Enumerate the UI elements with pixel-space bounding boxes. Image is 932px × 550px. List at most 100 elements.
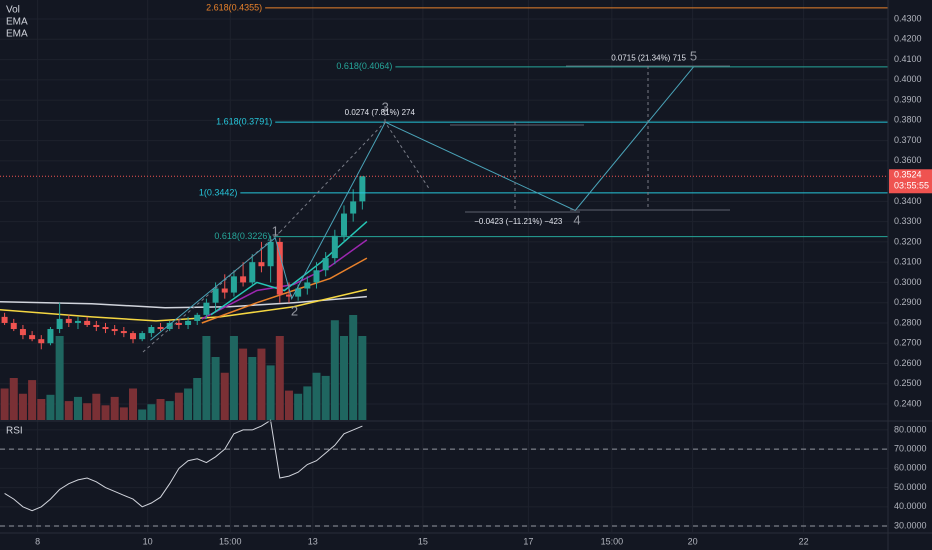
candle-body <box>341 213 348 236</box>
volume-bar <box>211 357 220 420</box>
volume-bar <box>73 396 82 420</box>
candle-body <box>120 331 127 334</box>
ema-line <box>201 239 368 320</box>
y-tick-label: 0.3400 <box>894 196 922 206</box>
y-tick-label: 0.4100 <box>894 54 922 64</box>
fib-label: 0.618(0.4064) <box>336 61 392 71</box>
candle-body <box>313 270 320 283</box>
candle-body <box>47 329 54 344</box>
candle-body <box>304 282 311 289</box>
candle-body <box>331 235 338 259</box>
volume-bar <box>229 336 238 420</box>
volume-bar <box>340 336 349 420</box>
candle-body <box>194 314 201 321</box>
rsi-tick-label: 30.0000 <box>894 520 927 530</box>
wave-label: 1 <box>272 223 279 238</box>
volume-bar <box>330 320 339 420</box>
candle-body <box>203 302 210 315</box>
candle-body <box>240 276 247 283</box>
legend-item: EMA <box>6 29 28 40</box>
y-tick-label: 0.2400 <box>894 398 922 408</box>
volume-bar <box>312 372 321 420</box>
candle-body <box>230 276 237 293</box>
candle-body <box>148 327 155 334</box>
volume-bar <box>83 403 92 420</box>
legend-item: EMA <box>6 17 28 28</box>
annotation: 0.0715 (21.34%) 715 <box>611 53 686 62</box>
candle-body <box>221 288 228 293</box>
candle-body <box>166 322 173 330</box>
volume-bar <box>202 336 211 420</box>
candle-body <box>139 333 146 340</box>
volume-bar <box>129 388 138 420</box>
rsi-tick-label: 60.0000 <box>894 463 927 473</box>
candle-body <box>84 320 91 325</box>
volume-bar <box>18 393 27 420</box>
fib-label: 1.618(0.3791) <box>216 117 272 127</box>
x-tick-label: 15:00 <box>601 536 624 546</box>
annotation: 0.0274 (7.81%) 274 <box>345 108 416 117</box>
volume-bar <box>193 378 202 420</box>
price-tag <box>889 169 932 194</box>
candle-body <box>74 320 81 323</box>
volume-bar <box>46 394 55 420</box>
x-tick-label: 15 <box>418 536 428 546</box>
volume-bar <box>303 386 312 420</box>
candle-body <box>285 294 292 297</box>
volume-bar <box>110 396 119 420</box>
y-tick-label: 0.4200 <box>894 34 922 44</box>
volume-bar <box>349 315 358 420</box>
y-tick-label: 0.3900 <box>894 94 922 104</box>
wave-label: 2 <box>291 303 298 318</box>
rsi-line <box>4 419 363 512</box>
y-tick-label: 0.4000 <box>894 74 922 84</box>
x-tick-label: 8 <box>35 536 40 546</box>
y-tick-label: 0.2600 <box>894 358 922 368</box>
candle-body <box>185 320 192 325</box>
volume-bar <box>184 388 193 420</box>
volume-bar <box>266 365 275 420</box>
wave-label: 5 <box>690 48 697 63</box>
candle-body <box>359 176 366 202</box>
y-tick-label: 0.3800 <box>894 115 922 125</box>
y-tick-label: 0.3300 <box>894 216 922 226</box>
volume-bar <box>55 336 64 420</box>
volume-bar <box>358 336 367 420</box>
pane-title: RSI <box>6 426 23 437</box>
volume-bar <box>138 409 147 420</box>
elliott-wave <box>150 66 694 341</box>
rsi-tick-label: 50.0000 <box>894 482 927 492</box>
x-tick-label: 10 <box>143 536 153 546</box>
y-tick-label: 0.3000 <box>894 277 922 287</box>
candle-body <box>29 335 36 340</box>
candle-body <box>10 322 17 330</box>
annotation: −0.0423 (−11.21%) −423 <box>474 217 563 226</box>
price-tag-label: 0.3524 <box>894 170 922 180</box>
wave-label: 3 <box>382 99 389 114</box>
countdown: 03:55:55 <box>894 181 929 191</box>
volume-bar <box>0 388 9 420</box>
volume-bar <box>257 348 266 420</box>
volume-bar <box>174 392 183 420</box>
fib-label: 2.618(0.4355) <box>206 2 262 12</box>
y-tick-label: 0.3200 <box>894 236 922 246</box>
candle-body <box>102 327 109 330</box>
candle-body <box>175 322 182 325</box>
y-tick-label: 0.4300 <box>894 13 922 23</box>
candle-body <box>322 258 329 271</box>
y-tick-label: 0.2800 <box>894 317 922 327</box>
volume-bar <box>220 372 229 420</box>
volume-bar <box>92 393 101 420</box>
candle-body <box>38 339 45 344</box>
volume-bar <box>37 399 46 420</box>
ema-line <box>0 295 367 309</box>
legend-item: Vol <box>6 5 20 16</box>
candle-body <box>1 316 8 323</box>
volume-bar <box>275 336 284 420</box>
ema-line <box>201 257 368 324</box>
grid <box>0 0 888 532</box>
y-tick-label: 0.2900 <box>894 297 922 307</box>
candle-body <box>258 262 265 267</box>
